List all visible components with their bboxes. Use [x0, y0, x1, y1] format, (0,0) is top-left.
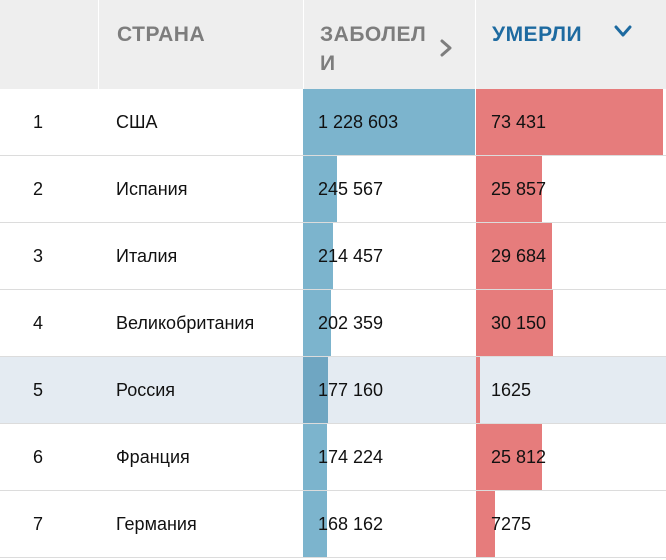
table-body: 1 США 1 228 603 73 431 2 Испания 245 567 25 857… [0, 89, 666, 558]
country-column-label: СТРАНА [117, 23, 206, 46]
cases-bar [303, 357, 328, 423]
table-row: 7 Германия 168 162 7275 [0, 491, 666, 558]
cases-value: 214 457 [318, 246, 384, 266]
country-cell: Россия [116, 380, 176, 400]
country-cell: США [116, 112, 158, 132]
deaths-value: 73 431 [491, 112, 547, 132]
deaths-bar [476, 491, 495, 557]
deaths-cell: 7275 [476, 491, 663, 557]
country-column-header[interactable]: СТРАНА [98, 0, 303, 89]
deaths-value: 25 812 [491, 447, 547, 467]
table-row: 6 Франция 174 224 25 812 [0, 424, 666, 491]
cases-value: 245 567 [318, 179, 384, 199]
cases-bar [303, 424, 328, 490]
table-header: СТРАНА ЗАБОЛЕЛИ УМЕРЛИ [0, 0, 666, 89]
cases-cell: 168 162 [303, 491, 475, 557]
cases-column-label: ЗАБОЛЕЛИ [320, 23, 427, 75]
country-cell: Франция [116, 447, 190, 467]
deaths-bar [476, 424, 542, 490]
deaths-cell: 29 684 [476, 223, 663, 289]
deaths-bar [476, 357, 481, 423]
cases-value: 1 228 603 [318, 112, 399, 132]
deaths-column-header[interactable]: УМЕРЛИ [475, 0, 666, 89]
cases-cell: 177 160 [303, 357, 475, 423]
rank-cell: 4 [33, 313, 44, 333]
deaths-cell: 25 812 [476, 424, 663, 490]
rank-cell: 5 [33, 380, 44, 400]
deaths-cell: 25 857 [476, 156, 663, 222]
cases-cell: 174 224 [303, 424, 475, 490]
deaths-cell: 30 150 [476, 290, 663, 356]
cases-column-header[interactable]: ЗАБОЛЕЛИ [303, 0, 475, 89]
deaths-value: 25 857 [491, 179, 547, 199]
chevron-down-icon [614, 25, 632, 37]
rank-column-header [0, 0, 98, 89]
deaths-value: 29 684 [491, 246, 547, 266]
cases-value: 177 160 [318, 380, 384, 400]
country-cell: Испания [116, 179, 188, 199]
rank-cell: 7 [33, 514, 44, 534]
cases-value: 174 224 [318, 447, 384, 467]
country-cell: Германия [116, 514, 197, 534]
table-row: 1 США 1 228 603 73 431 [0, 89, 666, 156]
cases-bar [303, 223, 334, 289]
rank-cell: 2 [33, 179, 44, 199]
cases-value: 202 359 [318, 313, 384, 333]
cases-cell: 245 567 [303, 156, 475, 222]
deaths-cell: 1625 [476, 357, 663, 423]
rank-cell: 1 [33, 112, 44, 132]
cases-bar [303, 290, 332, 356]
cases-cell: 202 359 [303, 290, 475, 356]
rank-cell: 6 [33, 447, 44, 467]
table-row: 5 Россия 177 160 1625 [0, 357, 666, 424]
deaths-column-label: УМЕРЛИ [492, 23, 583, 46]
chevron-right-icon [440, 39, 452, 57]
cases-value: 168 162 [318, 514, 384, 534]
cases-cell: 214 457 [303, 223, 475, 289]
cases-cell: 1 228 603 [303, 89, 475, 155]
table-row: 3 Италия 214 457 29 684 [0, 223, 666, 290]
table-row: 2 Испания 245 567 25 857 [0, 156, 666, 223]
deaths-bar [476, 290, 553, 356]
deaths-bar [476, 223, 552, 289]
deaths-value: 7275 [491, 514, 532, 534]
cases-bar [303, 156, 338, 222]
deaths-bar [476, 89, 663, 155]
cases-bar [303, 89, 475, 155]
deaths-cell: 73 431 [476, 89, 663, 155]
cases-bar [303, 491, 327, 557]
country-cell: Италия [116, 246, 178, 266]
deaths-value: 1625 [491, 380, 532, 400]
deaths-value: 30 150 [491, 313, 547, 333]
table-row: 4 Великобритания 202 359 30 150 [0, 290, 666, 357]
rank-cell: 3 [33, 246, 44, 266]
country-cell: Великобритания [116, 313, 255, 333]
deaths-bar [476, 156, 542, 222]
